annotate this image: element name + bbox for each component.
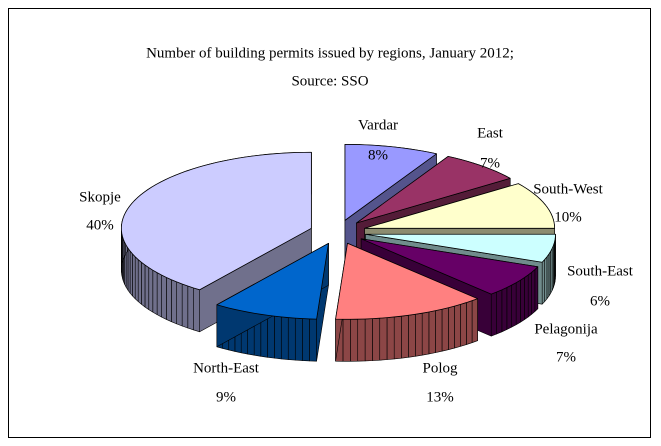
slice-side: [471, 298, 478, 343]
slice-side: [274, 315, 282, 360]
slice-side: [187, 285, 194, 331]
slice-top: [356, 155, 511, 224]
slice-side: [152, 269, 158, 315]
slice-side: [171, 279, 177, 325]
slice-side: [156, 272, 162, 318]
slice-side: [460, 302, 467, 347]
slice-label: South-West: [533, 181, 603, 197]
slice-side: [544, 256, 548, 302]
slice-side: [372, 317, 381, 361]
slice-side: [496, 289, 503, 335]
slice-value-label: 9%: [216, 389, 236, 405]
slice-label: Pelagonija: [534, 321, 598, 337]
slice-label: North-East: [193, 360, 260, 376]
slice-side: [448, 305, 455, 351]
slice-side: [176, 281, 183, 327]
slice-label: Polog: [422, 360, 458, 376]
slice-top: [216, 242, 329, 320]
slice-side: [415, 312, 423, 357]
slice-side: [421, 311, 430, 356]
slice-side: [379, 317, 388, 361]
slice-side: [393, 315, 402, 360]
slice-side: [134, 256, 139, 302]
slice-side: [309, 318, 317, 362]
slice-side: [441, 307, 449, 352]
slice-side: [161, 274, 167, 320]
slice-side: [520, 277, 525, 323]
slice-top: [365, 233, 556, 263]
slice-side: [294, 317, 303, 361]
slice-side: [506, 284, 512, 330]
slice-label: Skopje: [79, 189, 121, 205]
slice-side: [490, 291, 497, 337]
slice-value-label: 6%: [590, 293, 610, 309]
slice-side: [541, 259, 545, 305]
slice-side: [524, 274, 529, 320]
slice-label: East: [477, 125, 504, 141]
slice-side: [302, 318, 310, 362]
slice-side: [401, 314, 409, 359]
slice-value-label: 10%: [554, 209, 582, 225]
slice-side: [435, 308, 443, 353]
slice-side: [350, 318, 359, 362]
slice-top: [360, 238, 539, 295]
slice-label: South-East: [567, 263, 634, 279]
slice-label: Vardar: [358, 117, 398, 133]
slice-side: [527, 271, 532, 318]
slice-side: [364, 318, 373, 362]
slice-top: [364, 183, 556, 229]
slice-side: [531, 269, 536, 315]
slice-side: [511, 282, 517, 328]
slice-side: [466, 300, 473, 345]
slice-side: [193, 287, 200, 333]
slice-value-label: 8%: [368, 147, 388, 163]
slice-top: [335, 242, 478, 320]
slice-value-label: 13%: [426, 389, 454, 405]
slice-top: [344, 143, 437, 221]
slice-side: [280, 316, 289, 360]
slice-side: [141, 261, 146, 308]
pie-slice: [335, 242, 478, 362]
slice-side: [137, 259, 142, 305]
slice-side: [357, 318, 366, 362]
slice-top: [120, 151, 312, 291]
chart-subtitle: Source: SSO: [291, 73, 368, 89]
slice-side: [501, 287, 508, 333]
slice-side: [342, 318, 351, 362]
slice-value-label: 7%: [556, 349, 576, 365]
slice-side: [515, 279, 521, 326]
slice-side: [267, 314, 275, 359]
slice-side: [132, 253, 136, 300]
slice-side: [408, 313, 416, 358]
chart-title: Number of building permits issued by reg…: [146, 45, 514, 61]
slice-value-label: 7%: [480, 155, 500, 171]
slice-side: [386, 316, 395, 360]
slice-side: [428, 310, 436, 355]
slice-side: [148, 267, 154, 313]
slice-side: [129, 250, 133, 297]
slice-side: [144, 264, 150, 310]
slice-value-label: 40%: [86, 217, 114, 233]
slice-side: [534, 266, 539, 312]
slice-side: [166, 277, 172, 323]
slice-side: [181, 283, 189, 329]
slice-side: [127, 247, 131, 294]
slice-side: [454, 304, 461, 349]
pie-slice: [216, 242, 329, 362]
pie-slice: [120, 151, 312, 333]
slice-side: [287, 317, 296, 361]
